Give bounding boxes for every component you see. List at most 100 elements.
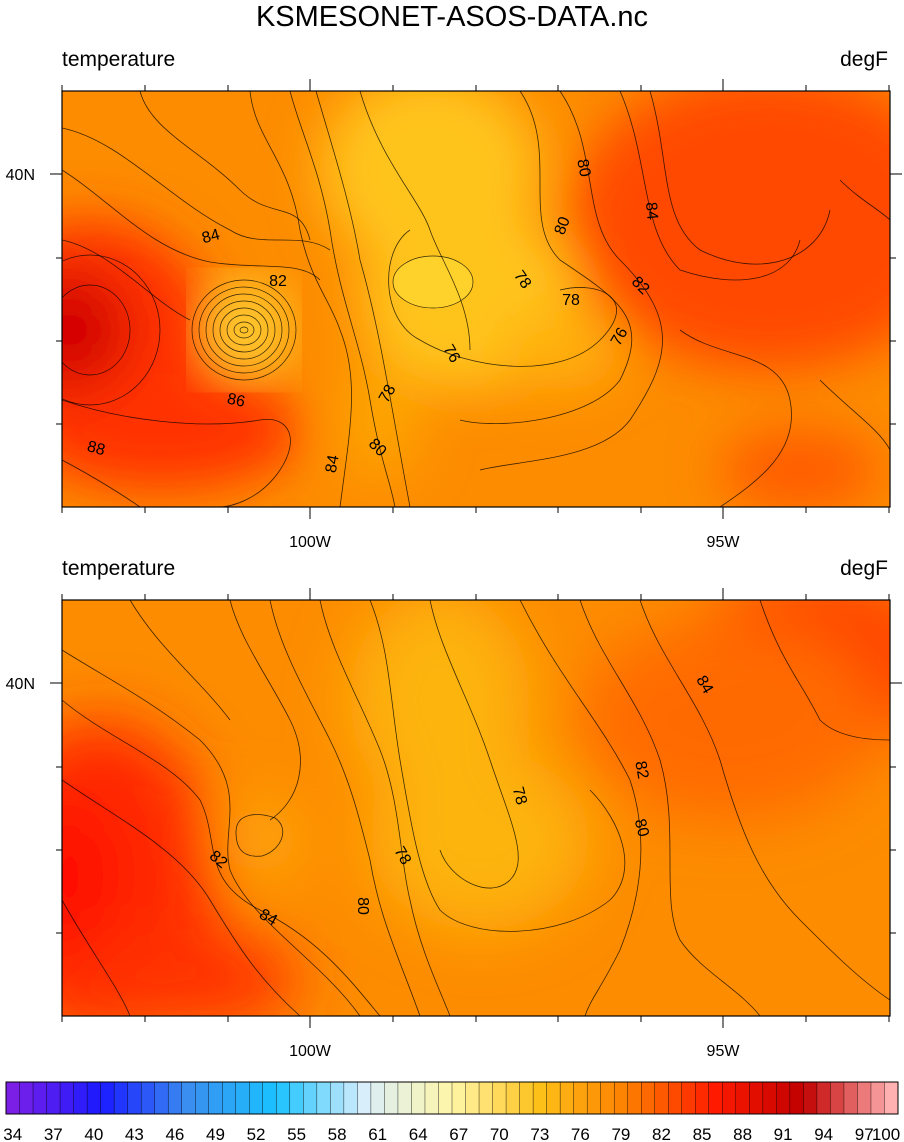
x-tick-label: 95W xyxy=(707,534,741,551)
colorbar-box xyxy=(100,1081,115,1115)
colorbar-box xyxy=(762,1081,777,1115)
panel-1-field xyxy=(62,91,890,507)
panel-2-right-label: degF xyxy=(840,557,888,580)
contour-label: 84 xyxy=(323,454,343,475)
contour-label: 82 xyxy=(631,760,651,781)
colorbar-tick-label: 52 xyxy=(247,1125,266,1142)
colorbar: 34 37 40 43 46 49 52 55 58 61 64 67 70 73 76 79 82 85 88 91… xyxy=(3,1081,900,1142)
colorbar-box xyxy=(505,1081,521,1115)
colorbar-tick-label: 61 xyxy=(368,1125,387,1142)
colorbar-tick-label: 79 xyxy=(611,1125,630,1142)
axes-layer: 100W 95W 40N 100W 95W 40N xyxy=(6,79,902,1060)
colorbar-box xyxy=(330,1081,345,1115)
colorbar-box xyxy=(249,1081,264,1115)
contour-label: 84 xyxy=(642,201,661,220)
colorbar-box xyxy=(208,1081,223,1115)
colorbar-tick-label: 34 xyxy=(3,1125,22,1142)
colorbar-box xyxy=(19,1081,34,1115)
contour-label: 78 xyxy=(390,844,414,868)
contour-label: 84 xyxy=(692,673,716,697)
colorbar-box xyxy=(627,1081,642,1115)
colorbar-box xyxy=(519,1081,534,1115)
colorbar-box xyxy=(546,1081,561,1115)
colorbar-box xyxy=(5,1081,21,1115)
colorbar-box xyxy=(46,1081,61,1115)
colorbar-tick-label: 64 xyxy=(409,1125,428,1142)
colorbar-box xyxy=(276,1081,291,1115)
colorbar-tick-label: 73 xyxy=(530,1125,549,1142)
colorbar-tick-label: 58 xyxy=(328,1125,347,1142)
colorbar-box xyxy=(830,1081,845,1115)
colorbar-box xyxy=(586,1081,602,1115)
colorbar-box xyxy=(654,1081,669,1115)
colorbar-box xyxy=(181,1081,196,1115)
panel-1-right-label: degF xyxy=(840,48,888,71)
colorbar-box xyxy=(722,1081,737,1115)
colorbar-box xyxy=(789,1081,804,1115)
contour-label: 80 xyxy=(631,817,652,839)
contour-label: 82 xyxy=(269,273,287,290)
colorbar-box xyxy=(492,1081,507,1115)
colorbar-box xyxy=(113,1081,129,1115)
colorbar-box xyxy=(735,1081,750,1115)
colorbar-box xyxy=(668,1081,683,1115)
colorbar-box xyxy=(424,1081,439,1115)
colorbar-tick-label: 88 xyxy=(733,1125,752,1142)
colorbar-tick-label: 100 xyxy=(872,1125,900,1142)
colorbar-box xyxy=(127,1081,142,1115)
colorbar-box xyxy=(641,1081,656,1115)
colorbar-box xyxy=(235,1081,250,1115)
colorbar-tick-label: 49 xyxy=(206,1125,225,1142)
colorbar-tick-label: 46 xyxy=(165,1125,184,1142)
colorbar-box xyxy=(776,1081,791,1115)
contour-label: 80 xyxy=(354,897,371,915)
colorbar-box xyxy=(708,1081,723,1115)
colorbar-box xyxy=(695,1081,710,1115)
colorbar-box xyxy=(559,1081,575,1115)
colorbar-box xyxy=(154,1081,169,1115)
colorbar-box xyxy=(613,1081,629,1115)
x-tick-label: 100W xyxy=(289,534,332,551)
colorbar-box xyxy=(32,1081,48,1115)
contour-label: 78 xyxy=(376,382,400,406)
contour-label: 86 xyxy=(226,391,247,411)
colorbar-box xyxy=(870,1081,885,1115)
colorbar-tick-label: 67 xyxy=(449,1125,468,1142)
panel-2-left-label: temperature xyxy=(62,557,175,580)
colorbar-box xyxy=(465,1081,480,1115)
contour-label: 84 xyxy=(256,906,280,930)
colorbar-box xyxy=(289,1081,304,1115)
colorbar-tick-label: 76 xyxy=(571,1125,590,1142)
colorbar-tick-label: 91 xyxy=(774,1125,793,1142)
colorbar-tick-label: 85 xyxy=(693,1125,712,1142)
colorbar-box xyxy=(749,1081,764,1115)
colorbar-box xyxy=(357,1081,372,1115)
colorbar-box xyxy=(86,1081,102,1115)
colorbar-frame xyxy=(5,1081,899,1115)
colorbar-box xyxy=(451,1081,467,1115)
colorbar-box xyxy=(397,1081,412,1115)
panel-1: temperature degF xyxy=(61,48,891,508)
panel-2-field xyxy=(62,600,890,1016)
colorbar-box xyxy=(316,1081,331,1115)
colorbar-box xyxy=(140,1081,156,1115)
colorbar-tick-label: 37 xyxy=(44,1125,63,1142)
contour-label: 76 xyxy=(608,325,632,349)
contour-label: 88 xyxy=(85,438,107,459)
colorbar-box xyxy=(843,1081,858,1115)
colorbar-box xyxy=(681,1081,696,1115)
contour-label: 80 xyxy=(552,215,574,238)
colorbar-box xyxy=(816,1081,831,1115)
colorbar-box xyxy=(384,1081,399,1115)
colorbar-box xyxy=(222,1081,237,1115)
contour-label: 80 xyxy=(573,158,593,179)
contour-label: 84 xyxy=(200,226,222,247)
colorbar-box xyxy=(532,1081,548,1115)
colorbar-box xyxy=(167,1081,183,1115)
colorbar-box xyxy=(411,1081,426,1115)
x-tick-label: 95W xyxy=(707,1043,741,1060)
chart-title: KSMESONET-ASOS-DATA.nc xyxy=(256,1,648,33)
contour-label: 78 xyxy=(509,785,530,807)
colorbar-tick-label: 55 xyxy=(287,1125,306,1142)
